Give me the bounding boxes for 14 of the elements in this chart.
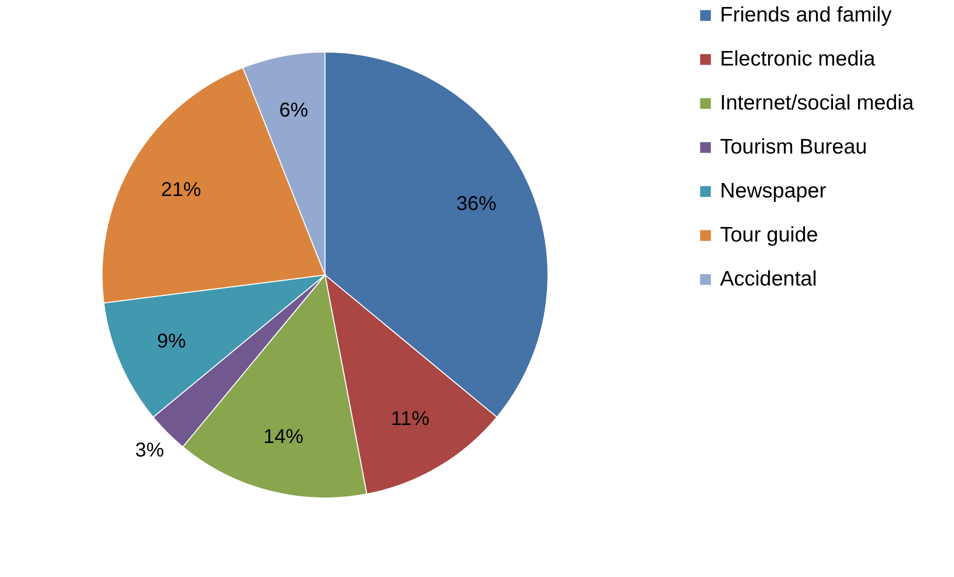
data-label: 6%: [279, 100, 308, 122]
legend-label: Accidental: [720, 268, 817, 290]
legend-label: Tour guide: [720, 224, 818, 246]
legend-label: Internet/social media: [720, 92, 914, 114]
legend-label: Friends and family: [720, 4, 892, 26]
legend-label: Newspaper: [720, 180, 826, 202]
data-label: 3%: [135, 439, 164, 462]
data-label: 14%: [263, 426, 304, 448]
legend-label: Tourism Bureau: [720, 136, 868, 158]
data-label: 11%: [390, 408, 430, 430]
data-label: 9%: [157, 330, 186, 352]
legend-label: Electronic media: [720, 48, 876, 70]
data-label: 21%: [161, 178, 202, 201]
data-label: 36%: [456, 192, 497, 215]
